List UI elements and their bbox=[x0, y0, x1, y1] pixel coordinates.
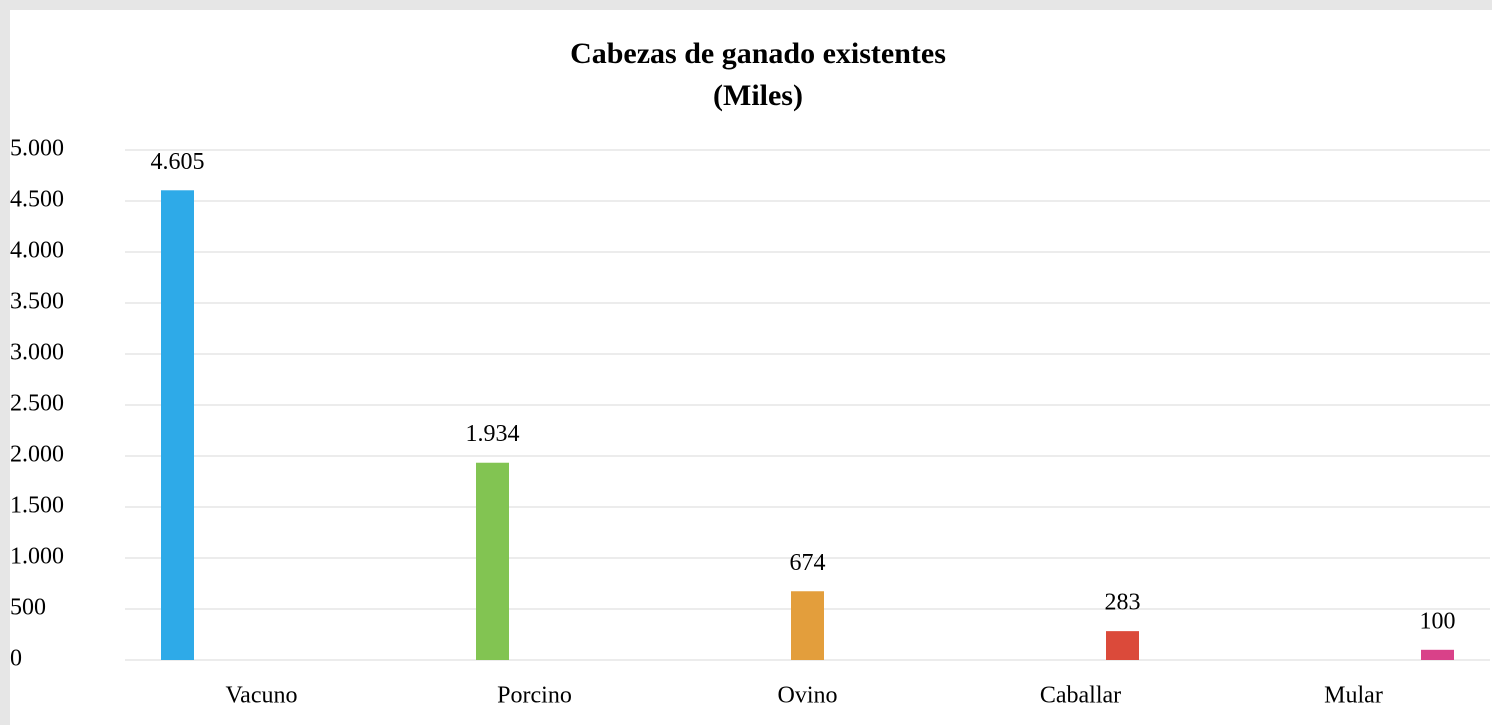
chart-title: Cabezas de ganado existentes bbox=[570, 37, 946, 70]
y-tick-label: 4.000 bbox=[10, 238, 64, 264]
chart-area bbox=[10, 10, 1492, 725]
bar bbox=[161, 190, 194, 661]
data-label: 100 bbox=[1420, 608, 1456, 634]
data-label: 1.934 bbox=[466, 421, 520, 447]
y-tick-label: 0 bbox=[10, 646, 22, 672]
y-tick-label: 4.500 bbox=[10, 187, 64, 213]
x-tick-label: Vacuno bbox=[226, 683, 298, 709]
bar bbox=[1421, 649, 1454, 660]
data-label: 4.605 bbox=[151, 149, 205, 175]
chart-subtitle: (Miles) bbox=[713, 79, 803, 112]
bar bbox=[476, 462, 509, 660]
y-tick-label: 1.000 bbox=[10, 544, 64, 570]
x-tick-label: Ovino bbox=[778, 683, 838, 709]
y-tick-label: 2.500 bbox=[10, 391, 64, 417]
y-tick-label: 5.000 bbox=[10, 136, 64, 162]
y-tick-label: 2.000 bbox=[10, 442, 64, 468]
y-tick-label: 500 bbox=[10, 595, 46, 621]
y-tick-label: 1.500 bbox=[10, 493, 64, 519]
data-label: 283 bbox=[1105, 590, 1141, 616]
x-tick-label: Caballar bbox=[1040, 683, 1121, 709]
y-tick-label: 3.500 bbox=[10, 289, 64, 315]
data-label: 674 bbox=[790, 550, 826, 576]
x-tick-label: Porcino bbox=[497, 683, 572, 709]
bar bbox=[791, 591, 824, 660]
bar bbox=[1106, 631, 1139, 660]
x-tick-label: Mular bbox=[1324, 683, 1383, 709]
y-tick-label: 3.000 bbox=[10, 340, 64, 366]
